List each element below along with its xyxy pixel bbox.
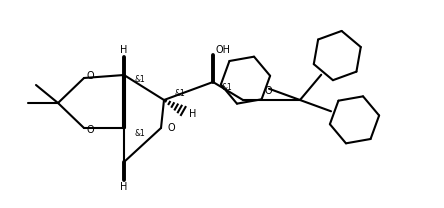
Text: OH: OH xyxy=(215,45,230,55)
Text: O: O xyxy=(167,123,175,133)
Text: &1: &1 xyxy=(174,88,186,98)
Text: &1: &1 xyxy=(222,83,232,93)
Text: H: H xyxy=(120,45,128,55)
Text: H: H xyxy=(189,109,197,119)
Text: O: O xyxy=(264,86,272,96)
Text: &1: &1 xyxy=(135,129,145,137)
Text: H: H xyxy=(120,182,128,192)
Text: O: O xyxy=(86,125,94,135)
Text: O: O xyxy=(86,71,94,81)
Text: &1: &1 xyxy=(135,76,145,84)
